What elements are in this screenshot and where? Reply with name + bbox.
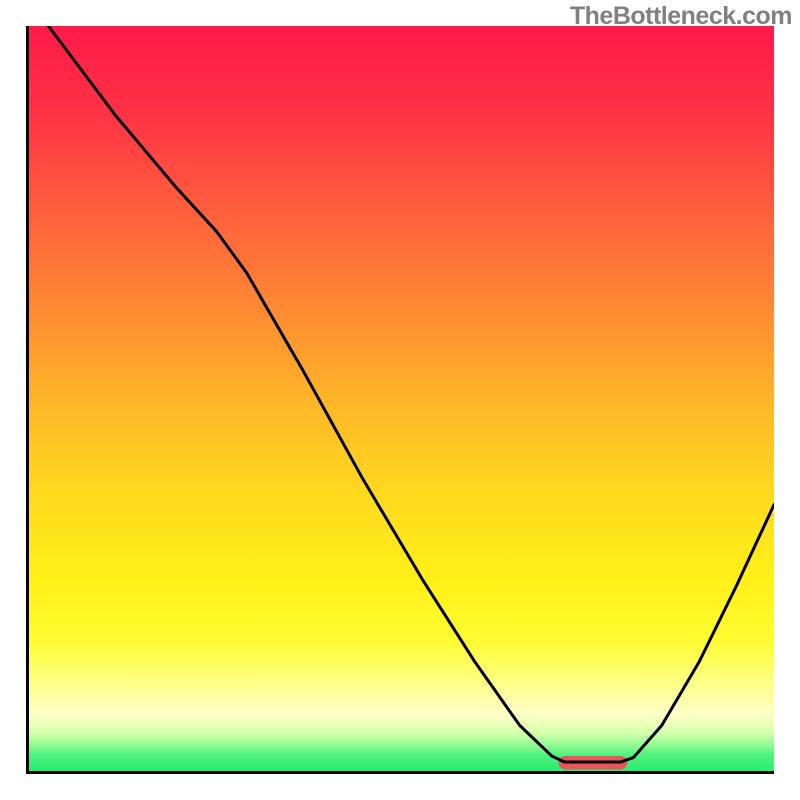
background-gradient	[26, 26, 774, 774]
chart-container: TheBottleneck.com	[0, 0, 800, 800]
plot-area	[26, 26, 774, 774]
y-axis-line	[26, 26, 29, 774]
x-axis-line	[26, 771, 774, 774]
